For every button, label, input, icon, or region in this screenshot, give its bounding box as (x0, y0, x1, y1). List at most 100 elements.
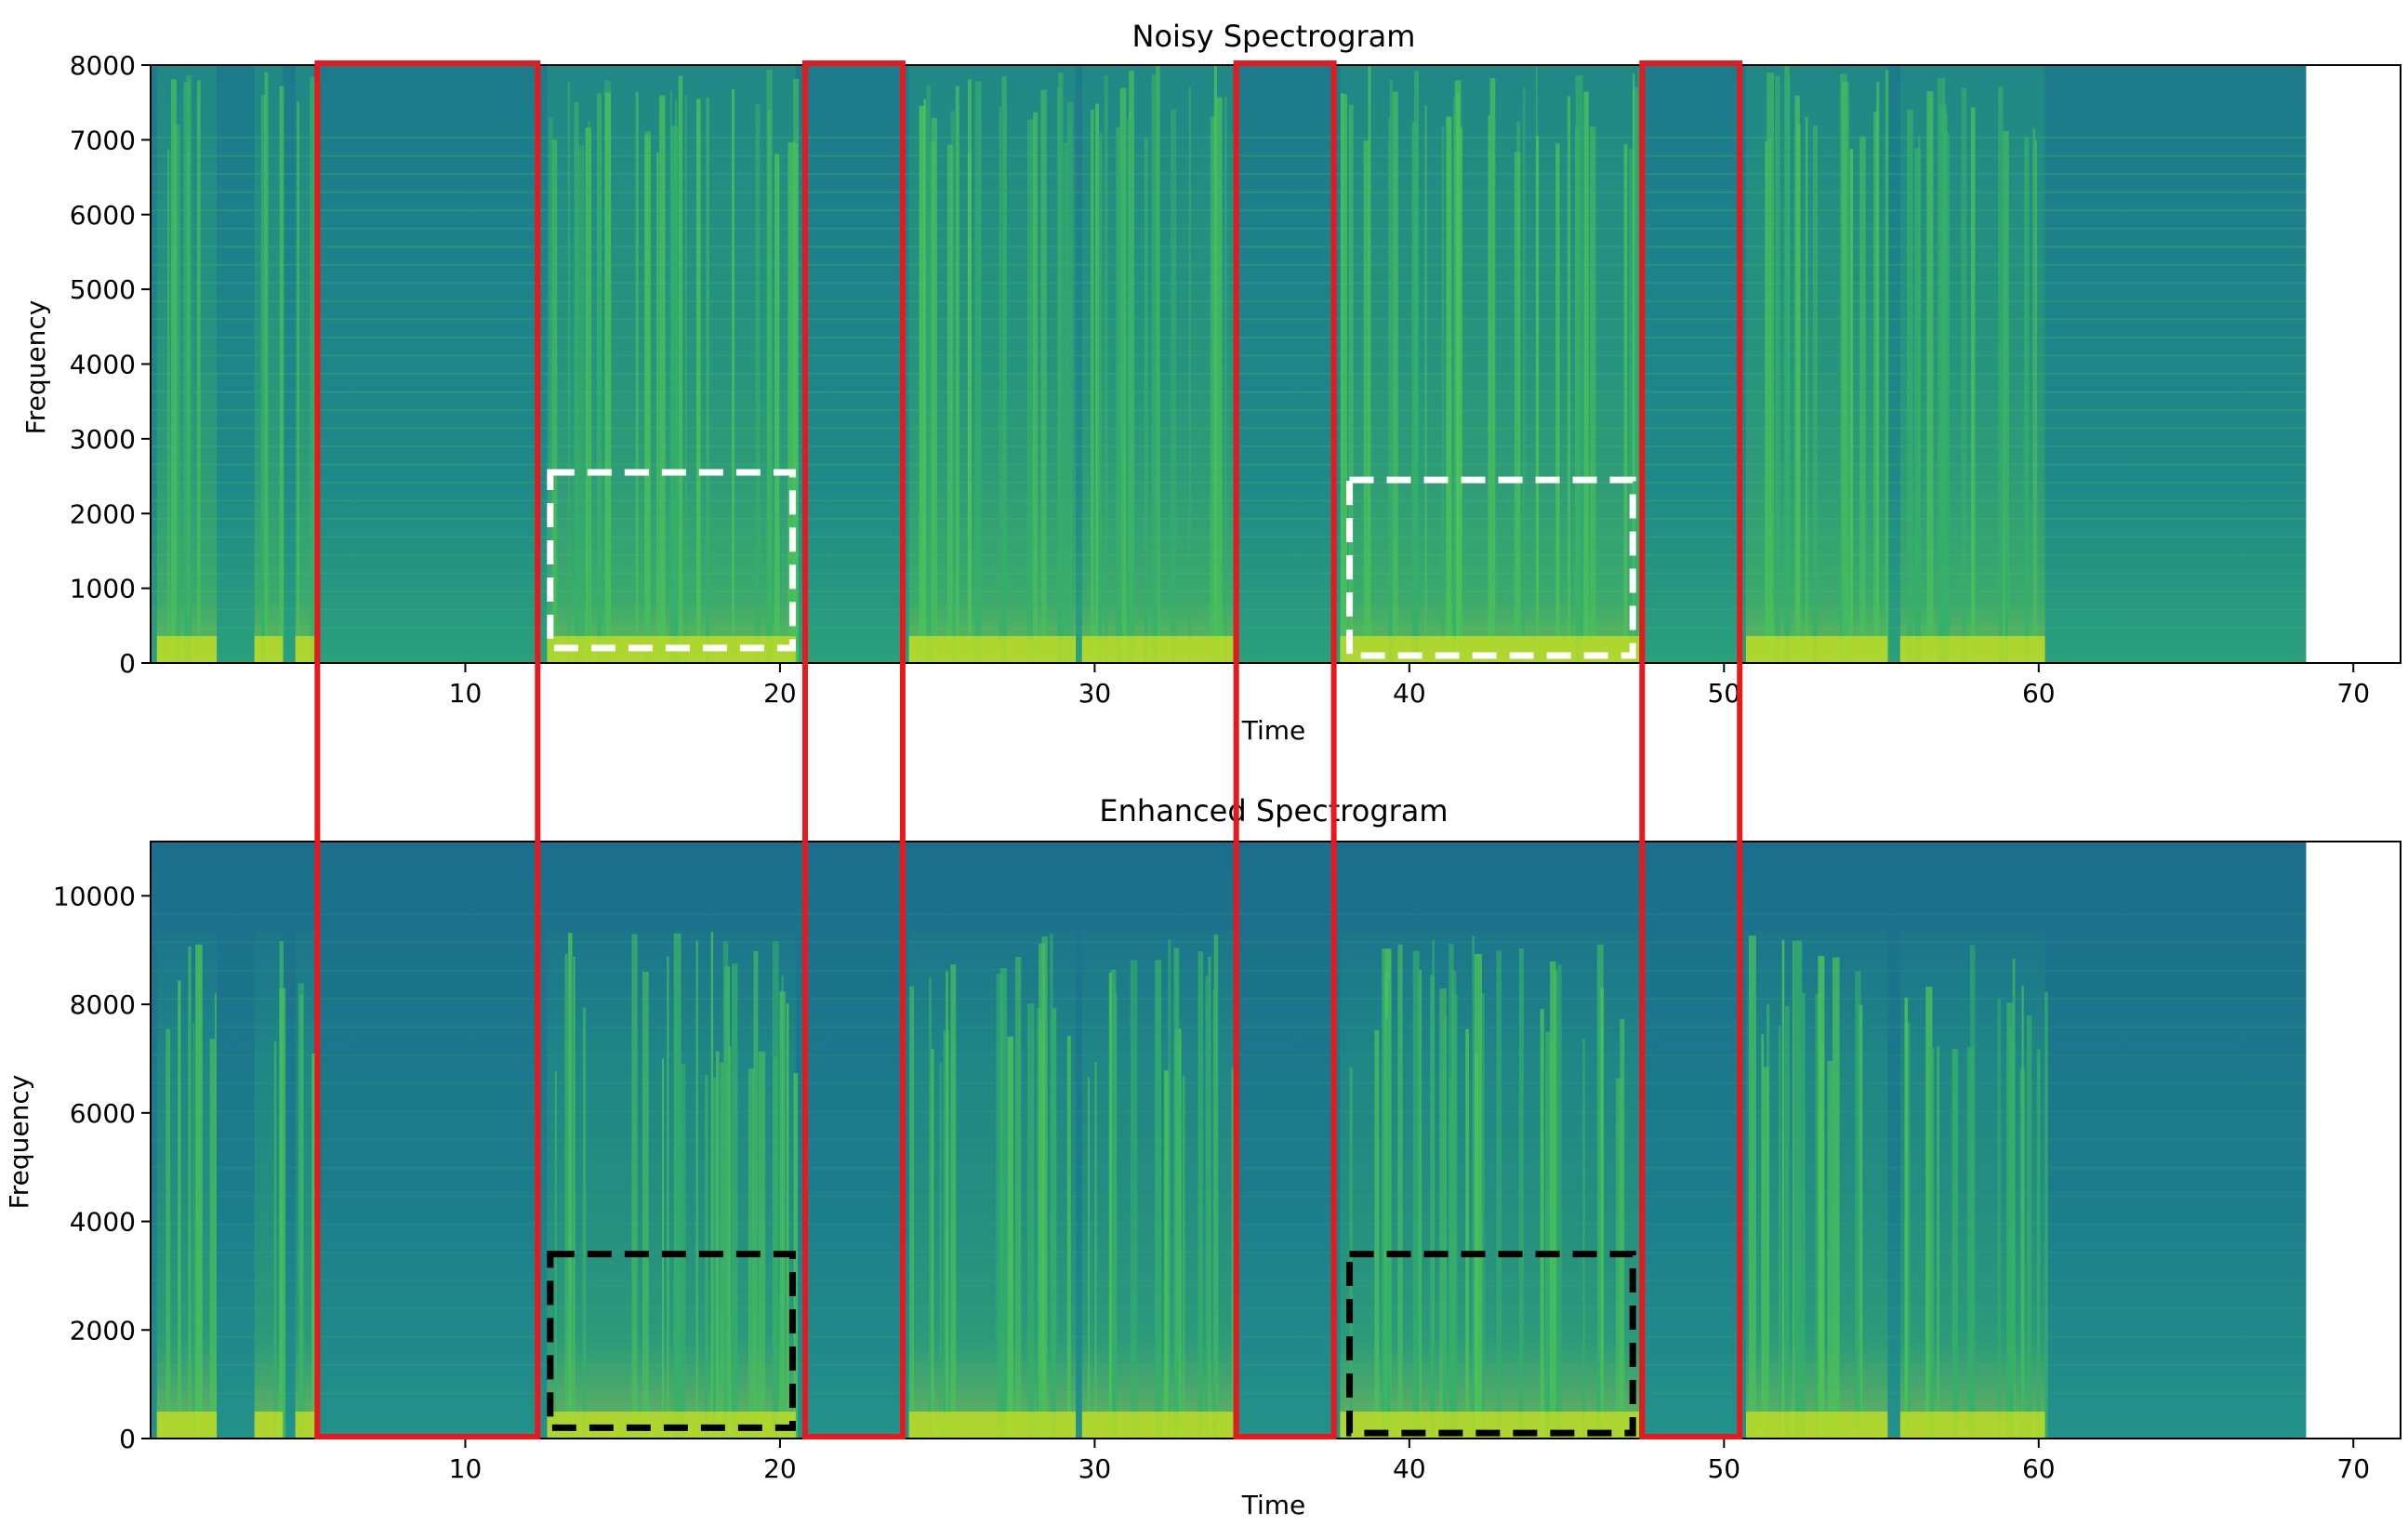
speech-stripe (999, 968, 1007, 1439)
speech-segment (1746, 65, 1889, 664)
red-highlight-box (1639, 60, 1743, 1439)
speech-stripe (1197, 950, 1204, 1439)
speech-stripe (732, 963, 738, 1439)
speech-stripe (1224, 97, 1227, 663)
speech-stripe (1583, 91, 1589, 664)
speech-stripe (695, 940, 699, 1439)
noisy-spectrogram-panel: Noisy Spectrogram 10 20 30 40 50 60 70 0 1000 20… (20, 19, 2401, 746)
speech-stripe (635, 91, 639, 664)
speech-low-band (1746, 636, 1888, 663)
speech-stripe (946, 971, 948, 1439)
black-dashed-box (1346, 1251, 1636, 1437)
speech-stripe (1784, 65, 1790, 663)
speech-stripe (549, 117, 553, 664)
speech-stripe (1385, 1018, 1391, 1439)
speech-stripe (1575, 75, 1583, 663)
speech-stripe (1926, 91, 1934, 664)
speech-stripe (1144, 138, 1148, 663)
speech-stripe (1368, 66, 1371, 664)
speech-stripe (1182, 1075, 1185, 1439)
speech-stripe (588, 121, 590, 664)
red-highlight-box (802, 60, 906, 1439)
speech-stripe (684, 94, 687, 663)
speech-stripe (1418, 969, 1422, 1439)
speech-low-band (254, 1412, 284, 1439)
speech-stripe (1859, 136, 1866, 663)
speech-stripe (1050, 934, 1053, 1439)
speech-stripe (1205, 975, 1209, 1439)
speech-stripe (174, 124, 180, 663)
x-tick-label: 70 (2336, 678, 2370, 709)
speech-stripe (1027, 1003, 1035, 1439)
speech-stripe (1489, 78, 1496, 664)
speech-stripe (670, 126, 679, 663)
speech-stripe (644, 135, 651, 664)
speech-stripe (772, 941, 779, 1439)
white-dashed-box (1346, 476, 1636, 659)
speech-segment (156, 931, 218, 1439)
speech-stripe (1456, 93, 1460, 664)
speech-stripe (1151, 74, 1158, 664)
speech-stripe (564, 953, 568, 1439)
speech-stripe (1095, 103, 1100, 664)
red-highlight-boxes (314, 60, 1743, 1439)
speech-low-band (908, 1412, 1077, 1439)
speech-stripe (1794, 940, 1803, 1439)
speech-stripe (1873, 111, 1879, 663)
speech-stripe (1765, 140, 1768, 663)
speech-stripe (1827, 1060, 1833, 1439)
x-tick-label: 70 (2336, 1453, 2370, 1484)
enhanced-spectrogram-panel: Enhanced Spectrogram 10 20 30 40 50 60 70 0 200… (4, 793, 2401, 1520)
speech-stripe (926, 85, 931, 664)
speech-stripe (1589, 126, 1596, 664)
noisy-x-ticks: 10 20 30 40 50 60 70 (449, 663, 2370, 709)
speech-stripe (787, 141, 795, 664)
speech-stripe (178, 980, 181, 1439)
speech-stripe (1453, 97, 1456, 664)
speech-stripe (297, 101, 299, 664)
speech-stripe (722, 941, 729, 1439)
speech-stripe (573, 956, 576, 1439)
speech-stripe (1545, 1031, 1552, 1439)
speech-stripe (1449, 944, 1454, 1439)
y-tick-label: 0 (119, 648, 136, 679)
speech-stripe (1414, 71, 1420, 664)
speech-stripe (1596, 944, 1604, 1439)
speech-stripe (1412, 950, 1420, 1439)
speech-stripe (1110, 969, 1117, 1439)
speech-stripe (675, 99, 678, 664)
speech-stripe (1432, 939, 1435, 1439)
speech-stripe (1997, 999, 2002, 1439)
speech-stripe (604, 92, 612, 664)
speech-stripe (1388, 117, 1391, 663)
speech-stripe (1066, 101, 1074, 664)
speech-stripe (774, 153, 780, 664)
enhanced-title: Enhanced Spectrogram (1099, 793, 1448, 829)
speech-stripe (1763, 1067, 1769, 1439)
x-tick-label: 40 (1393, 678, 1426, 709)
speech-stripe (1392, 91, 1398, 663)
speech-stripe (183, 82, 192, 663)
speech-stripe (928, 977, 933, 1439)
speech-segment (547, 931, 799, 1439)
speech-stripe (1087, 1077, 1091, 1439)
speech-stripe (2034, 139, 2038, 664)
y-tick-label: 1000 (70, 574, 136, 604)
speech-stripe (1472, 935, 1475, 1439)
speech-stripe (1582, 1039, 1585, 1439)
speech-stripe (1363, 140, 1369, 663)
speech-stripe (1014, 957, 1022, 1439)
speech-stripe (1855, 971, 1861, 1439)
speech-stripe (1451, 971, 1457, 1439)
y-tick-label: 8000 (70, 50, 136, 81)
speech-stripe (974, 81, 982, 664)
speech-stripe (1812, 126, 1819, 663)
speech-stripe (1600, 987, 1605, 1439)
speech-stripe (786, 1003, 789, 1439)
speech-stripe (999, 106, 1001, 663)
enhanced-x-label: Time (1241, 1490, 1306, 1520)
speech-stripe (1620, 1018, 1625, 1439)
enhanced-plot-area (150, 841, 2401, 1439)
speech-stripe (1784, 1006, 1790, 1439)
y-tick-label: 4000 (70, 1207, 136, 1238)
